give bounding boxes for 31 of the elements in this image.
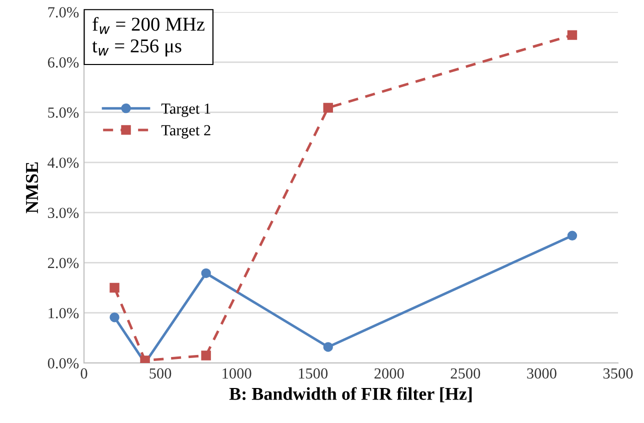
annotation: t$_{w}$ = 256 μs (92, 39, 182, 56)
point (323, 102, 333, 113)
y-tick-label: 4.0% (48, 158, 79, 168)
point (201, 268, 211, 278)
x-tick-label: 0 (80, 368, 88, 379)
y-tick-label: 2.0% (48, 258, 79, 268)
x-tick-label: 3000 (527, 368, 556, 379)
point (110, 312, 120, 322)
y-tick-label: 1.0% (48, 308, 79, 318)
y-tick-label: 5.0% (48, 107, 79, 118)
y-tick-label: 7.0% (48, 7, 79, 18)
annotation: f$_{w}$ = 200 MHz (92, 16, 204, 34)
point (110, 282, 120, 293)
y-axis-title: NMSE (26, 162, 38, 214)
x-tick-label: 2000 (374, 368, 404, 379)
legend-label: Target 2 (161, 125, 210, 139)
y-tick-label: 0.0% (48, 358, 79, 369)
y-tick-label: 6.0% (48, 57, 79, 68)
point (201, 350, 211, 360)
point (140, 356, 150, 363)
x-tick-label: 500 (150, 368, 172, 379)
x-tick-label: 2500 (450, 368, 480, 379)
point (567, 30, 578, 40)
point (567, 230, 578, 240)
point (323, 342, 333, 352)
x-axis-title: B: Bandwidth of FIR filter [Hz] (229, 387, 472, 402)
legend-label: Target 1 (161, 104, 210, 117)
y-tick-label: 3.0% (48, 208, 79, 218)
x-tick-label: 1500 (298, 368, 328, 379)
x-tick-label: 3500 (603, 368, 633, 379)
x-tick-label: 1000 (222, 368, 252, 379)
